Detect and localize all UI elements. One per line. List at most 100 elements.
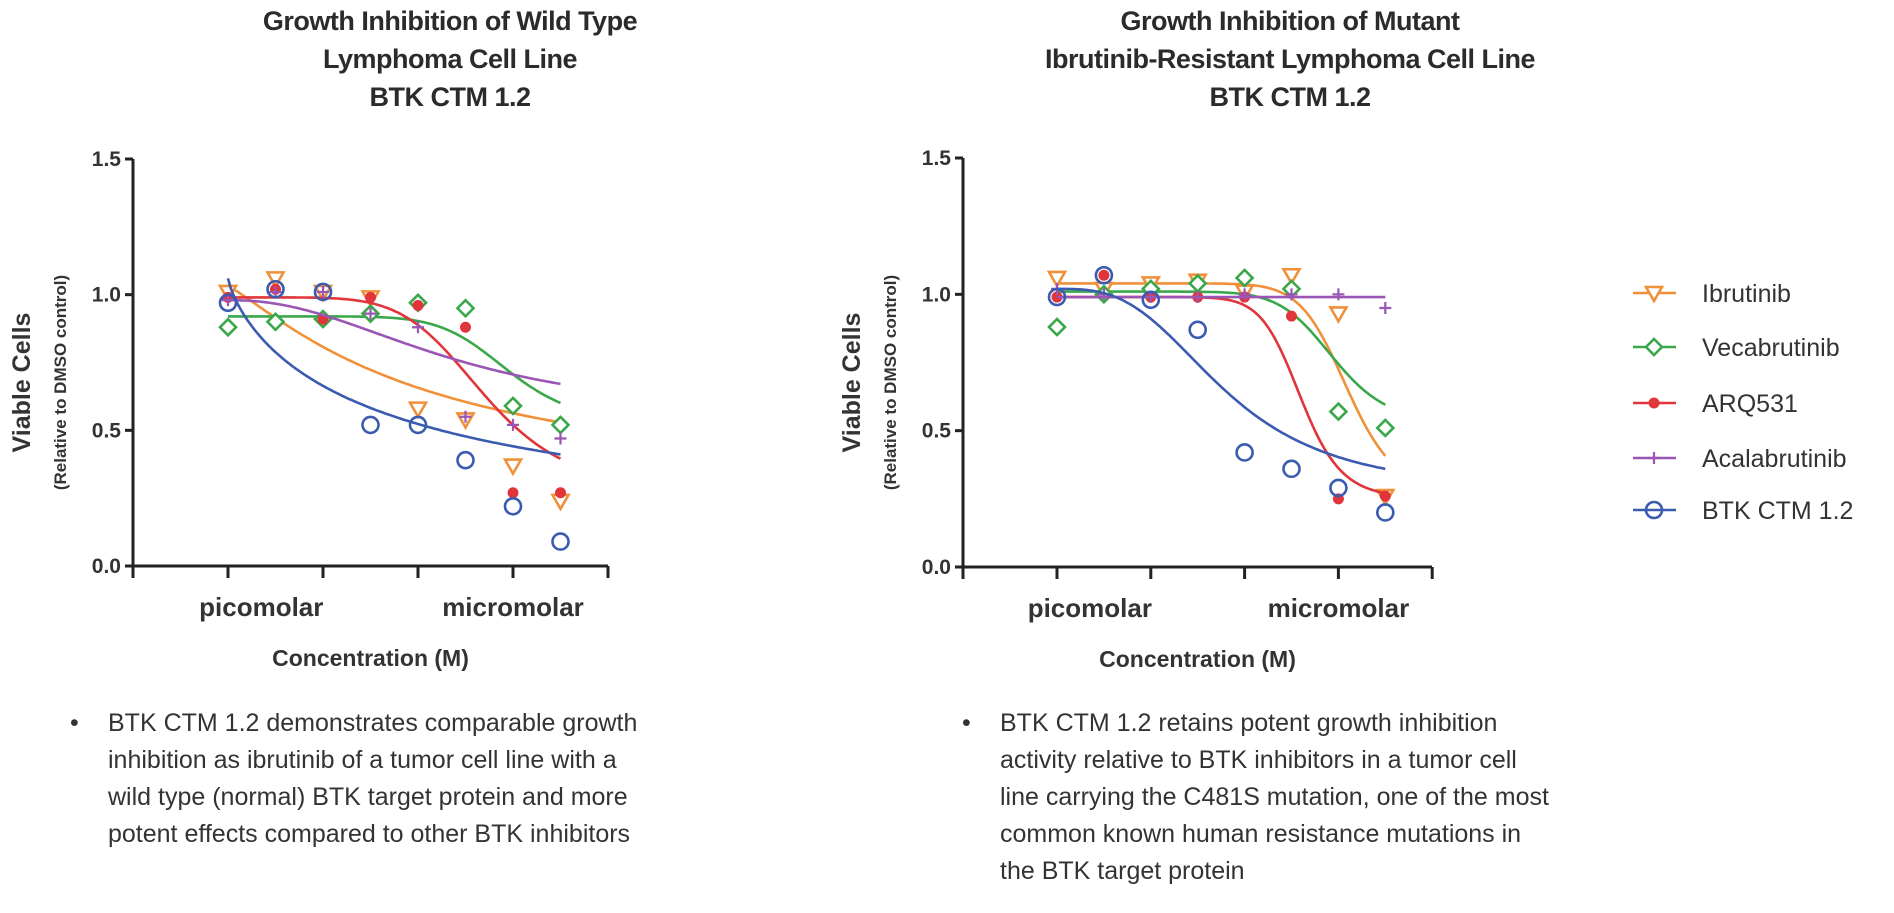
y-tick-label: 1.0 — [92, 284, 121, 307]
series-ibrutinib — [217, 271, 571, 512]
marker-plus — [1332, 288, 1345, 301]
marker-diamond — [455, 298, 476, 319]
y-tick-label: 0.5 — [92, 419, 122, 442]
chart-title-line: Growth Inhibition of Mutant — [1120, 6, 1460, 36]
bullet-line: inhibition as ibrutinib of a tumor cell … — [108, 746, 617, 774]
fit-curve — [226, 278, 561, 456]
bullet-line: common known human resistance mutations … — [1000, 820, 1522, 848]
marker-circle — [1188, 320, 1207, 340]
bullet-marker: • — [962, 709, 971, 737]
marker-dot — [1648, 397, 1660, 409]
series-btk-ctm-1-2 — [218, 278, 570, 551]
legend-label: Ibrutinib — [1702, 280, 1791, 308]
marker-circle — [1094, 265, 1114, 285]
marker-circle — [266, 279, 285, 299]
marker-circle — [361, 415, 380, 435]
marker-dot — [460, 321, 471, 333]
bullet-line: line carrying the C481S mutation, one of… — [1000, 783, 1549, 811]
chart-title-line: Growth Inhibition of Wild Type — [262, 6, 638, 36]
bullet-line: potent effects compared to other BTK inh… — [108, 820, 631, 848]
marker-dot — [412, 300, 424, 312]
x-axis-title: Concentration (M) — [272, 645, 469, 671]
marker-circle — [313, 282, 333, 302]
bullet-line: the BTK target protein — [1000, 857, 1245, 885]
y-tick-label: 1.5 — [922, 147, 952, 170]
marker-plus — [364, 307, 377, 320]
marker-circle — [1376, 503, 1395, 522]
legend-item: Acalabrutinib — [1633, 445, 1847, 473]
marker-circle — [503, 497, 523, 516]
series-btk-ctm-1-2 — [1047, 265, 1395, 522]
marker-plus — [412, 321, 424, 334]
chart-title-line: BTK CTM 1.2 — [1209, 82, 1371, 112]
marker-diamond — [265, 311, 286, 332]
x-tick-label-micromolar: micromolar — [1268, 593, 1410, 623]
marker-diamond — [218, 317, 238, 338]
marker-diamond — [503, 396, 523, 416]
series-vecabrutinib — [218, 292, 571, 435]
fit-curve — [1057, 295, 1386, 495]
y-tick-label: 0.5 — [922, 420, 952, 443]
marker-circle — [1282, 459, 1301, 479]
bullet-line: wild type (normal) BTK target protein an… — [108, 783, 628, 811]
legend-label: BTK CTM 1.2 — [1702, 497, 1853, 525]
marker-circle — [1047, 287, 1067, 307]
legend-label: Acalabrutinib — [1702, 445, 1847, 473]
marker-circle — [1141, 290, 1161, 310]
marker-triangle — [1328, 306, 1349, 325]
marker-circle — [408, 415, 428, 435]
marker-circle — [456, 450, 475, 470]
marker-dot — [1379, 490, 1391, 502]
series-acalabrutinib — [1051, 282, 1392, 314]
y-axis-subtitle: (Relative to DMSO control) — [51, 275, 70, 490]
fit-curve — [228, 296, 562, 460]
chart-panel-wild-type: 0.0 0.5 1.0 1.5 picomolar micromolar Concentra… — [8, 148, 610, 671]
bullet-note-left: • BTK CTM 1.2 demonstrates comparable gr… — [70, 705, 828, 853]
marker-diamond — [1375, 418, 1396, 438]
chart-title-line: Lymphoma Cell Line — [322, 44, 578, 74]
marker-triangle — [1281, 267, 1302, 286]
marker-plus — [554, 432, 567, 445]
marker-plus — [459, 410, 472, 423]
marker-dot — [507, 487, 519, 499]
marker-diamond — [1047, 317, 1067, 337]
y-axis-title: Viable Cells — [8, 313, 36, 453]
chart-title-left: Growth Inhibition of Wild Type Lymphoma … — [160, 2, 740, 116]
marker-triangle — [502, 458, 524, 477]
bullet-line: activity relative to BTK inhibitors in a… — [1000, 746, 1517, 774]
marker-plus — [1191, 291, 1204, 304]
bullet-line: BTK CTM 1.2 retains potent growth inhibi… — [1000, 709, 1498, 737]
series-acalabrutinib — [222, 285, 567, 445]
y-tick-label: 0.0 — [922, 556, 951, 579]
chart-title-line: BTK CTM 1.2 — [369, 82, 531, 112]
marker-circle — [1644, 500, 1664, 520]
y-tick-label: 0.0 — [92, 555, 121, 578]
marker-triangle — [265, 271, 286, 290]
legend-label: Vecabrutinib — [1702, 334, 1840, 362]
marker-plus — [1285, 288, 1298, 301]
marker-diamond — [1328, 401, 1349, 422]
legend: Ibrutinib Vecabrutinib ARQ531 Acalabrutinib… — [1633, 280, 1853, 525]
legend-item: Ibrutinib — [1633, 280, 1791, 308]
chart-panel-mutant: 0.0 0.5 1.0 1.5 picomolar micromolar Concentra… — [838, 147, 1853, 672]
y-axis-title: Viable Cells — [838, 313, 866, 453]
marker-diamond — [550, 415, 571, 435]
marker-plus — [1379, 301, 1392, 314]
marker-circle — [1329, 478, 1348, 498]
marker-dot — [1286, 310, 1297, 322]
marker-circle — [218, 293, 238, 313]
marker-circle — [1235, 443, 1254, 462]
marker-dot — [555, 487, 566, 499]
marker-plus — [1648, 452, 1660, 464]
marker-triangle — [1046, 270, 1068, 289]
marker-dot — [1098, 269, 1110, 281]
x-tick-label-picomolar: picomolar — [1028, 593, 1152, 623]
marker-triangle — [407, 401, 429, 420]
marker-dot — [365, 291, 376, 303]
bullet-marker: • — [70, 709, 79, 737]
fit-curve — [228, 298, 561, 386]
marker-circle — [551, 532, 570, 551]
y-axis-subtitle: (Relative to DMSO control) — [881, 275, 900, 490]
x-axis-title: Concentration (M) — [1099, 646, 1296, 672]
bullet-line: BTK CTM 1.2 demonstrates comparable grow… — [108, 709, 638, 737]
